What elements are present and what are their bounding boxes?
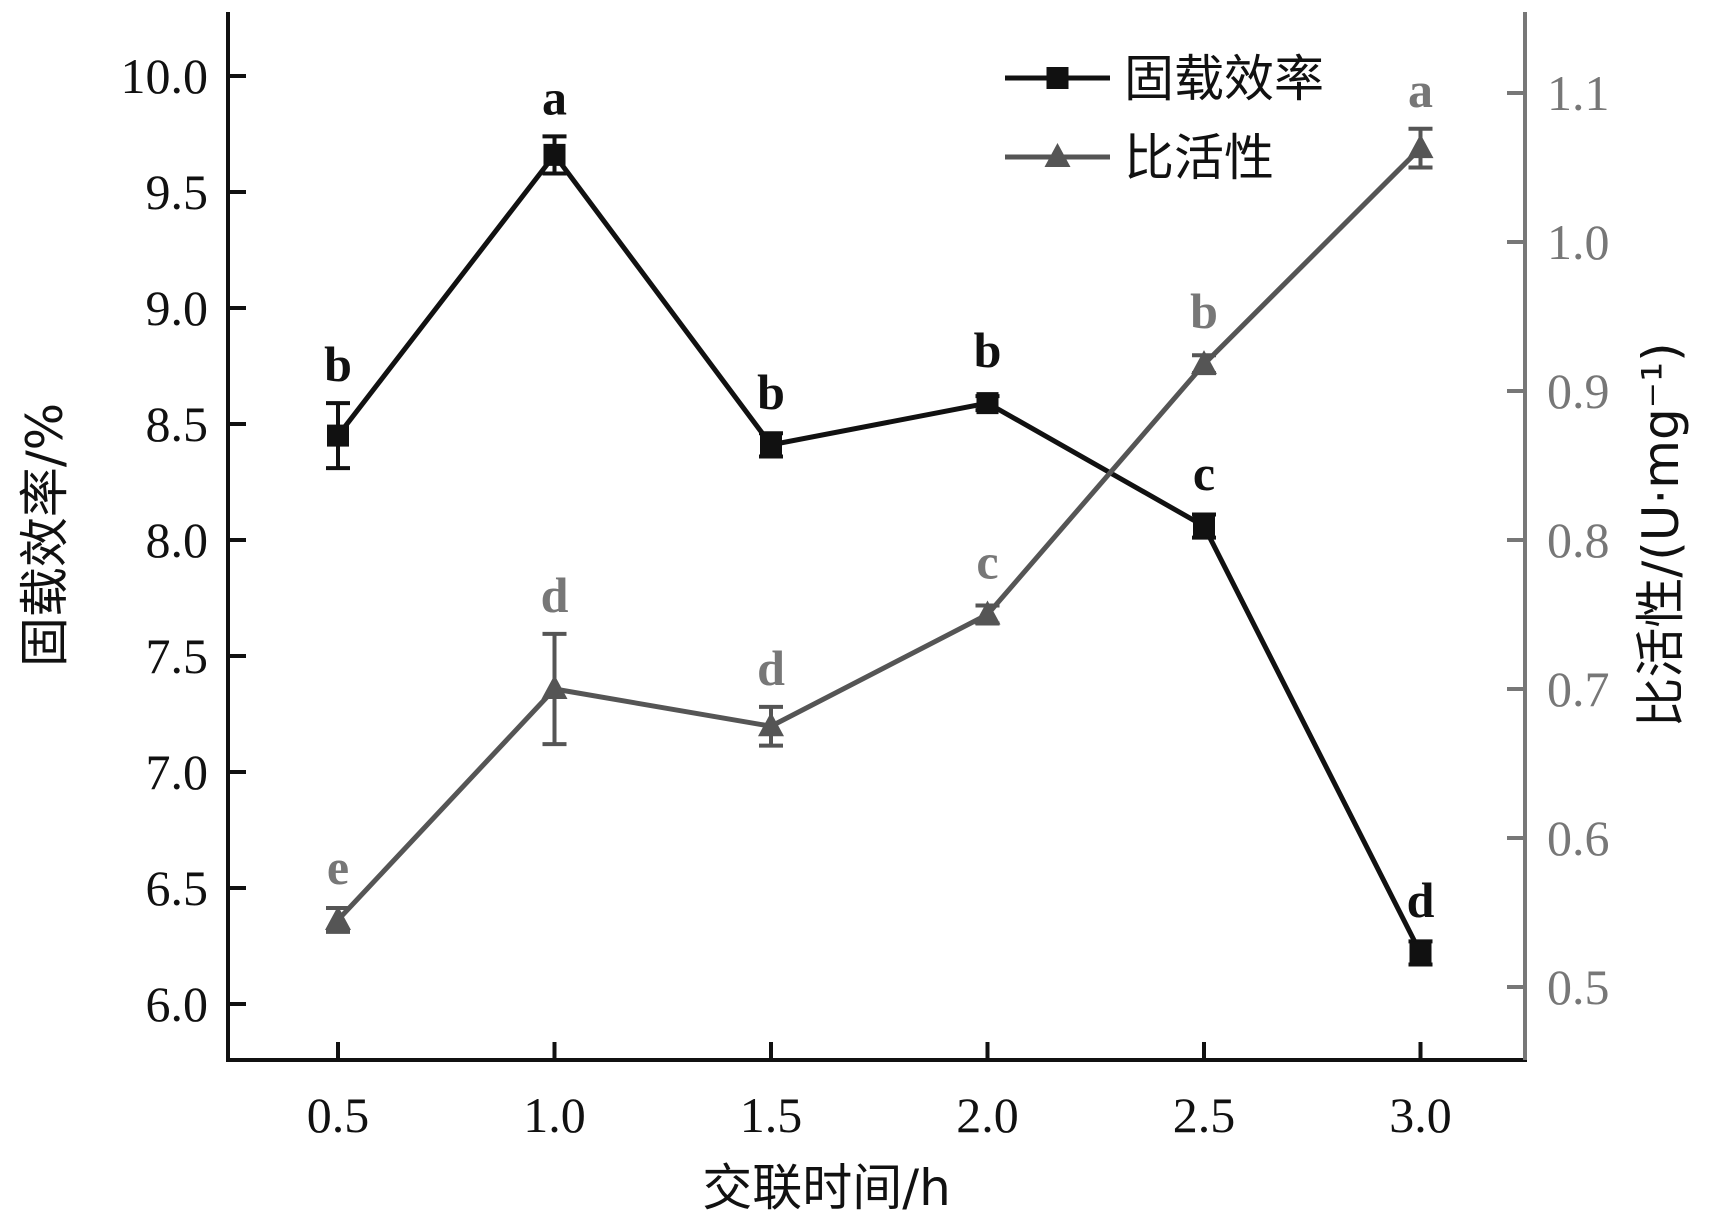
significance-label: d (757, 640, 785, 696)
data-point-triangle (325, 905, 351, 930)
significance-label: d (1407, 872, 1435, 928)
significance-label: a (1408, 62, 1433, 118)
significance-label: d (541, 567, 569, 623)
right-y-tick-label: 0.7 (1547, 661, 1610, 717)
legend-label-specific-activity: 比活性 (1124, 129, 1274, 187)
left-y-tick-label: 8.5 (146, 396, 209, 452)
right-y-tick-label: 0.8 (1547, 512, 1610, 568)
x-axis-title: 交联时间/h (702, 1159, 951, 1217)
left-y-tick-label: 6.0 (146, 976, 209, 1032)
right-y-tick-label: 1.0 (1547, 214, 1610, 270)
significance-label: b (324, 336, 352, 392)
right-y-tick-label: 1.1 (1547, 65, 1610, 121)
legend: 固载效率 比活性 (1005, 50, 1324, 187)
data-point-triangle (541, 675, 568, 699)
x-tick-label: 1.0 (523, 1087, 586, 1143)
x-tick-label: 0.5 (307, 1087, 370, 1143)
series-line (336, 146, 1423, 922)
significance-label: a (542, 69, 567, 125)
right-y-tick-label: 0.9 (1547, 363, 1610, 419)
data-point-square (760, 433, 782, 456)
data-point-square (976, 392, 999, 415)
data-point-triangle (974, 600, 1001, 625)
left-y-axis-title: 固载效率/% (16, 403, 74, 667)
right-y-axis-title: 比活性/(U·mg⁻¹) (1632, 342, 1690, 727)
series-line (336, 150, 1423, 955)
left-y-tick-label: 8.0 (146, 512, 209, 568)
x-tick-label: 2.0 (956, 1087, 1019, 1143)
significance-label: b (757, 364, 785, 420)
right-y-tick-label: 0.6 (1547, 810, 1610, 866)
significance-label: c (1193, 445, 1215, 501)
left-y-tick-label: 6.5 (146, 860, 209, 916)
series-specific-activity: e d d c b a (325, 62, 1434, 934)
data-point-square (1409, 941, 1432, 964)
x-tick-label: 1.5 (740, 1087, 803, 1143)
data-point-square (327, 424, 349, 447)
data-point-square (543, 143, 566, 166)
series-immobilization-efficiency: b a b b c d (324, 69, 1435, 967)
legend-label-immobilization: 固载效率 (1124, 50, 1324, 108)
significance-label: e (327, 839, 349, 895)
left-y-tick-label: 10.0 (121, 48, 209, 104)
x-tick-label: 2.5 (1173, 1087, 1236, 1143)
right-y-tick-label: 0.5 (1547, 959, 1610, 1015)
significance-label: b (974, 322, 1002, 378)
data-point-triangle (1407, 134, 1434, 159)
legend-triangle-marker (1044, 143, 1071, 167)
significance-label: b (1190, 283, 1218, 339)
legend-square-marker (1046, 67, 1069, 89)
x-tick-label: 3.0 (1389, 1087, 1452, 1143)
data-point-triangle (1191, 350, 1217, 375)
left-y-tick-label: 9.5 (146, 164, 209, 220)
data-point-square (1193, 515, 1215, 538)
data-point-triangle (758, 712, 784, 737)
left-y-tick-label: 7.0 (146, 744, 209, 800)
significance-label: c (976, 534, 998, 590)
left-y-tick-label: 9.0 (146, 280, 209, 336)
left-y-tick-label: 7.5 (146, 628, 209, 684)
